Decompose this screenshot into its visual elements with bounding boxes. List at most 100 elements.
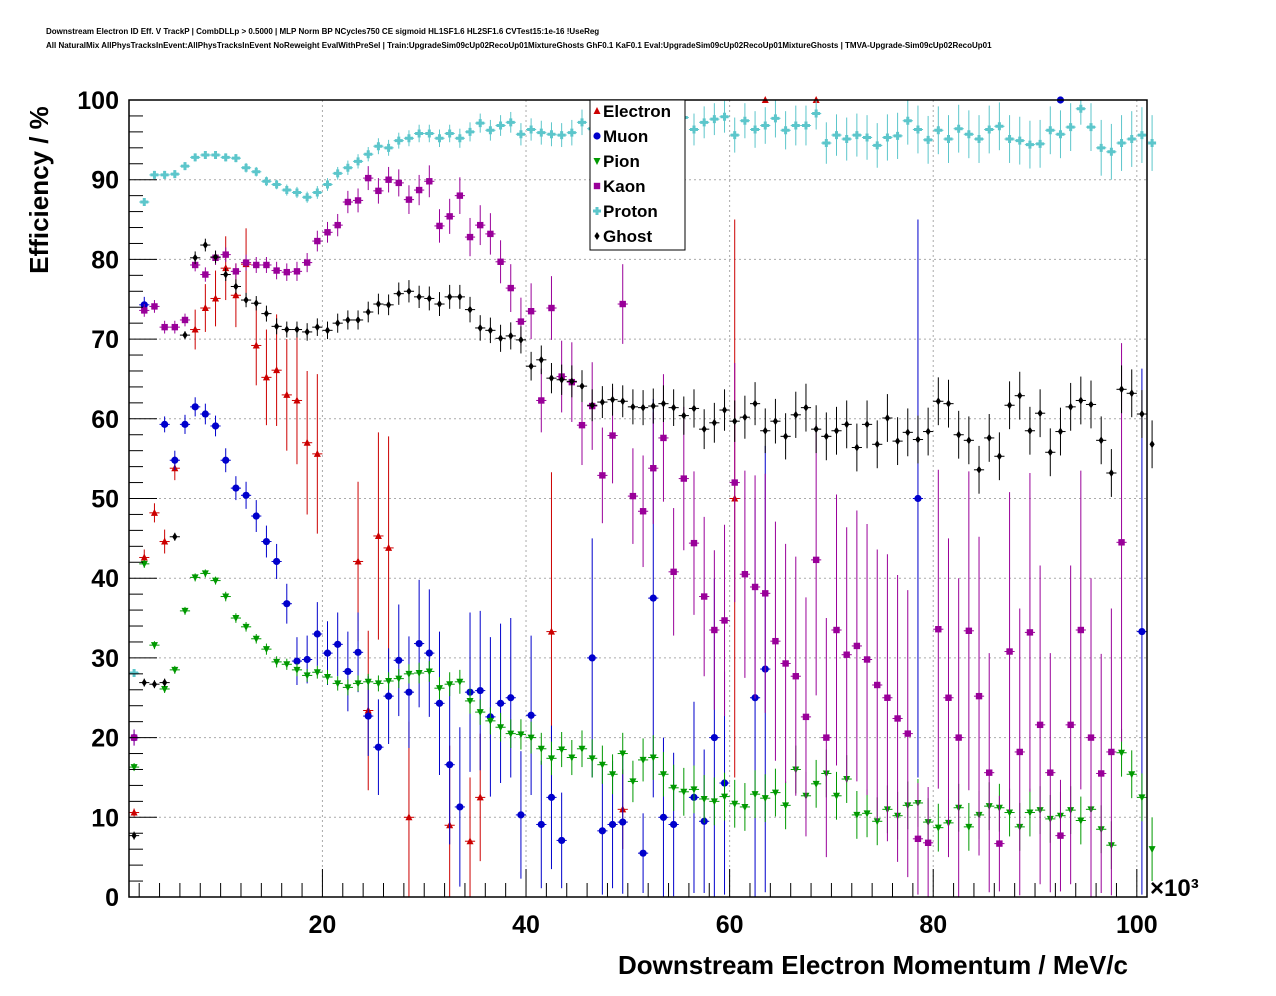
data-point bbox=[240, 481, 252, 509]
marker bbox=[243, 296, 249, 305]
data-point bbox=[373, 699, 384, 795]
marker bbox=[283, 600, 291, 608]
data-point bbox=[220, 591, 231, 602]
data-point bbox=[281, 321, 292, 338]
marker bbox=[477, 221, 484, 229]
marker bbox=[497, 334, 504, 343]
marker bbox=[467, 305, 473, 314]
data-point bbox=[414, 579, 425, 708]
data-point bbox=[800, 105, 812, 146]
marker bbox=[517, 731, 525, 739]
data-point bbox=[169, 170, 180, 179]
data-point bbox=[668, 508, 679, 636]
data-point bbox=[963, 471, 974, 791]
marker bbox=[751, 125, 760, 134]
marker bbox=[1066, 123, 1075, 132]
data-point bbox=[739, 470, 750, 678]
data-point bbox=[312, 602, 323, 666]
marker bbox=[180, 162, 189, 171]
data-point bbox=[526, 118, 537, 141]
marker bbox=[710, 734, 718, 742]
marker bbox=[242, 163, 251, 172]
data-point bbox=[851, 113, 862, 157]
x-tick-label: 100 bbox=[1116, 911, 1158, 939]
marker bbox=[771, 114, 780, 123]
data-point bbox=[973, 445, 985, 494]
marker bbox=[303, 672, 311, 680]
marker bbox=[161, 323, 168, 331]
marker bbox=[456, 678, 464, 686]
marker bbox=[253, 299, 259, 308]
data-point bbox=[332, 166, 343, 180]
data-point bbox=[464, 296, 476, 323]
data-point bbox=[190, 309, 201, 350]
marker bbox=[721, 406, 728, 415]
marker bbox=[691, 404, 697, 413]
data-point bbox=[271, 179, 282, 190]
marker bbox=[975, 692, 983, 700]
data-point bbox=[1085, 578, 1097, 897]
data-point bbox=[597, 386, 608, 419]
marker bbox=[314, 237, 321, 245]
marker bbox=[344, 684, 352, 692]
marker bbox=[558, 746, 566, 754]
legend-marker bbox=[593, 158, 601, 165]
marker bbox=[1107, 147, 1116, 156]
marker bbox=[436, 300, 443, 309]
marker bbox=[1017, 391, 1023, 400]
data-point bbox=[749, 475, 761, 699]
y-tick-label: 40 bbox=[91, 565, 119, 593]
marker bbox=[223, 270, 229, 279]
data-point bbox=[912, 105, 924, 154]
marker bbox=[355, 315, 361, 324]
marker bbox=[905, 428, 911, 437]
marker bbox=[313, 669, 321, 677]
data-point bbox=[261, 525, 272, 558]
data-point bbox=[495, 623, 506, 784]
data-point bbox=[230, 279, 241, 294]
data-point bbox=[709, 103, 720, 136]
marker bbox=[914, 835, 922, 843]
marker bbox=[547, 793, 556, 801]
data-point bbox=[342, 190, 353, 214]
marker bbox=[497, 258, 504, 265]
marker bbox=[863, 133, 872, 142]
data-point bbox=[831, 114, 842, 156]
marker bbox=[842, 135, 851, 144]
x-tick-label: 20 bbox=[309, 911, 337, 939]
data-point bbox=[251, 500, 262, 532]
data-point bbox=[159, 320, 170, 334]
marker bbox=[272, 180, 281, 189]
data-point bbox=[576, 730, 588, 768]
data-point bbox=[739, 783, 750, 831]
data-point bbox=[933, 106, 944, 155]
marker bbox=[527, 308, 535, 315]
marker bbox=[385, 543, 393, 551]
data-point bbox=[811, 405, 822, 454]
data-point bbox=[760, 107, 771, 144]
data-point bbox=[1045, 653, 1056, 893]
data-point bbox=[709, 550, 720, 710]
data-point bbox=[780, 781, 791, 830]
marker bbox=[457, 292, 463, 301]
series-pion bbox=[129, 559, 1156, 882]
marker bbox=[731, 479, 738, 486]
data-point bbox=[587, 739, 598, 778]
marker bbox=[741, 803, 749, 811]
marker bbox=[385, 300, 392, 309]
marker bbox=[252, 635, 260, 643]
marker bbox=[171, 323, 179, 331]
data-point bbox=[475, 205, 486, 246]
marker bbox=[599, 398, 605, 407]
y-tick-label: 90 bbox=[91, 167, 119, 195]
data-point bbox=[719, 389, 730, 431]
legend-entry-ghost: Ghost bbox=[594, 227, 652, 246]
marker bbox=[1026, 809, 1034, 817]
marker bbox=[680, 788, 688, 796]
data-point bbox=[658, 385, 669, 422]
data-point bbox=[729, 779, 740, 828]
marker bbox=[914, 494, 922, 503]
data-point bbox=[668, 389, 679, 426]
marker bbox=[274, 322, 280, 331]
marker bbox=[364, 712, 372, 720]
